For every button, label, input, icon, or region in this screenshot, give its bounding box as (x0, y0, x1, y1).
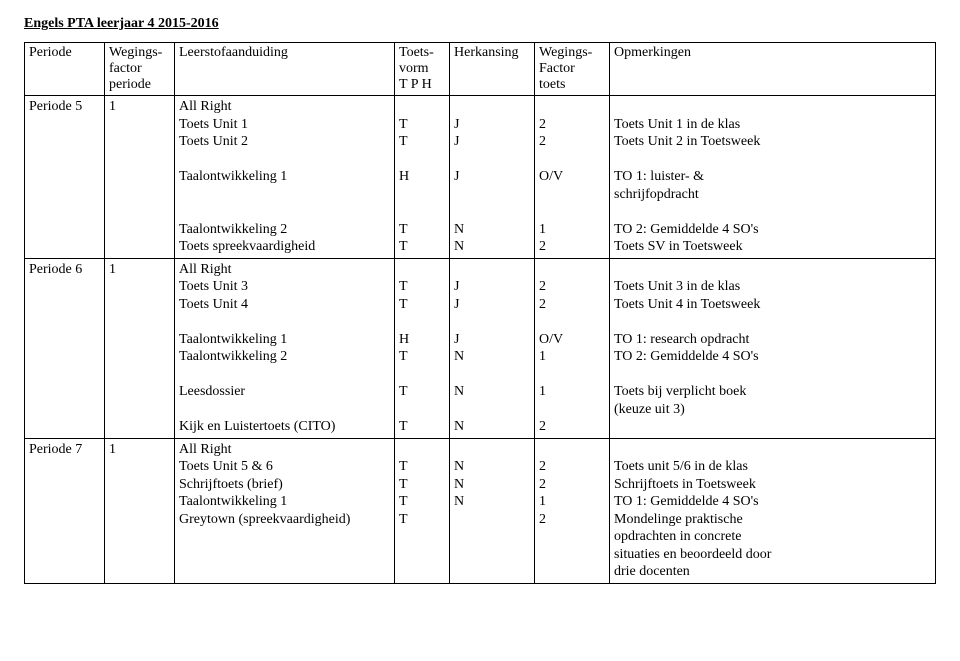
cell-leerstof: All RightToets Unit 3Toets Unit 4 Taalon… (175, 258, 395, 438)
cell-tv: TT H TT (395, 96, 450, 259)
page-title: Engels PTA leerjaar 4 2015-2016 (24, 16, 936, 32)
cell-wft: 22 O/V 12 (535, 96, 610, 259)
cell-wf: 1 (105, 438, 175, 583)
cell-herk: JJ JN N N (450, 258, 535, 438)
cell-opm: Toets unit 5/6 in de klasSchrijftoets in… (610, 438, 936, 583)
cell-periode: Periode 6 (25, 258, 105, 438)
cell-tv: TTTT (395, 438, 450, 583)
cell-wft: 2212 (535, 438, 610, 583)
table-row: Periode 51All RightToets Unit 1Toets Uni… (25, 96, 936, 259)
cell-tv: TT HT T T (395, 258, 450, 438)
table-body: Periode 51All RightToets Unit 1Toets Uni… (25, 96, 936, 584)
header-wft: Wegings-Factortoets (535, 43, 610, 96)
cell-herk: NNN (450, 438, 535, 583)
table-header-row: Periode Wegings-factorperiode Leerstofaa… (25, 43, 936, 96)
header-herk: Herkansing (450, 43, 535, 96)
pta-table: Periode Wegings-factorperiode Leerstofaa… (24, 42, 936, 584)
header-opm: Opmerkingen (610, 43, 936, 96)
cell-wft: 22 O/V1 1 2 (535, 258, 610, 438)
cell-leerstof: All RightToets Unit 5 & 6Schrijftoets (b… (175, 438, 395, 583)
table-row: Periode 61All RightToets Unit 3Toets Uni… (25, 258, 936, 438)
cell-opm: Toets Unit 3 in de klasToets Unit 4 in T… (610, 258, 936, 438)
cell-herk: JJ J NN (450, 96, 535, 259)
cell-periode: Periode 7 (25, 438, 105, 583)
header-leerstof: Leerstofaanduiding (175, 43, 395, 96)
header-tv: Toets-vormT P H (395, 43, 450, 96)
header-wf: Wegings-factorperiode (105, 43, 175, 96)
table-row: Periode 71All RightToets Unit 5 & 6Schri… (25, 438, 936, 583)
cell-periode: Periode 5 (25, 96, 105, 259)
cell-wf: 1 (105, 258, 175, 438)
cell-wf: 1 (105, 96, 175, 259)
cell-opm: Toets Unit 1 in de klasToets Unit 2 in T… (610, 96, 936, 259)
cell-leerstof: All RightToets Unit 1Toets Unit 2 Taalon… (175, 96, 395, 259)
header-periode: Periode (25, 43, 105, 96)
